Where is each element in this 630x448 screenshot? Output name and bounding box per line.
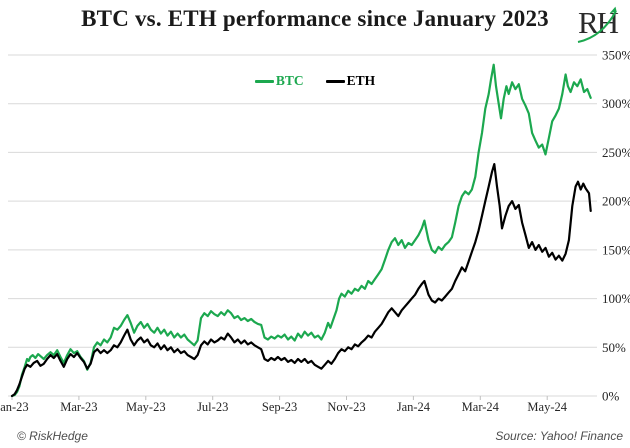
y-tick-label: 300% bbox=[602, 96, 630, 111]
btc-line bbox=[10, 63, 592, 398]
btc-legend-label: BTC bbox=[275, 73, 304, 88]
copyright-note: © RiskHedge bbox=[17, 429, 88, 443]
riskhedge-logo: RH bbox=[576, 3, 624, 45]
y-tick-label: 50% bbox=[602, 340, 626, 355]
eth-line bbox=[10, 163, 592, 398]
y-tick-label: 100% bbox=[602, 291, 630, 306]
x-tick-label: Jan-24 bbox=[397, 400, 431, 414]
y-tick-label: 200% bbox=[602, 194, 630, 209]
x-tick-label: Mar-23 bbox=[60, 400, 97, 414]
x-tick-label: May-24 bbox=[527, 400, 567, 414]
y-tick-label: 350% bbox=[602, 48, 630, 63]
chart-legend: BTC ETH bbox=[0, 73, 630, 89]
source-note: Source: Yahoo! Finance bbox=[495, 429, 623, 443]
legend-item-eth: ETH bbox=[325, 73, 376, 89]
y-tick-label: 150% bbox=[602, 242, 630, 257]
x-tick-label: Nov-23 bbox=[327, 400, 365, 414]
btc-legend-swatch bbox=[254, 79, 274, 83]
eth-legend-label: ETH bbox=[346, 73, 376, 88]
x-tick-label: Mar-24 bbox=[462, 400, 500, 414]
legend-item-btc: BTC bbox=[254, 73, 304, 89]
y-tick-label: 250% bbox=[602, 145, 630, 160]
y-tick-label: 0% bbox=[602, 389, 620, 404]
x-tick-label: Sep-23 bbox=[262, 400, 297, 414]
x-tick-label: May-23 bbox=[126, 400, 166, 414]
logo-arrow-icon bbox=[577, 6, 617, 43]
x-tick-label: Jan-23 bbox=[0, 400, 29, 414]
x-tick-label: Jul-23 bbox=[197, 400, 228, 414]
chart-title: BTC vs. ETH performance since January 20… bbox=[81, 6, 549, 31]
eth-legend-swatch bbox=[325, 79, 345, 83]
